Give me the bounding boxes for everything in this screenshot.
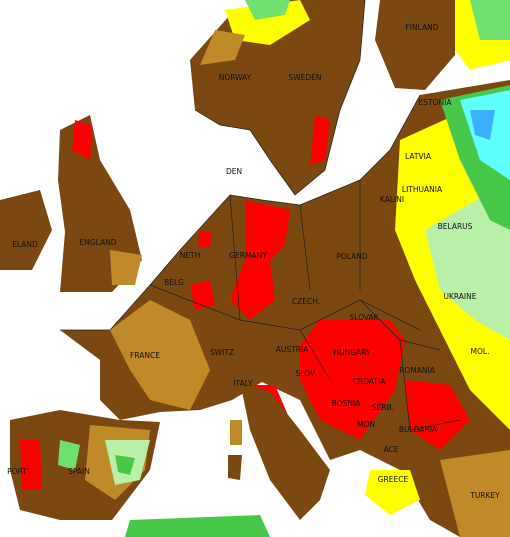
- country-label: ELAND: [12, 240, 38, 249]
- country-label: NETH: [180, 251, 201, 260]
- country-label: BELARUS: [438, 222, 473, 231]
- country-label: LATVIA: [405, 152, 432, 161]
- country-label: SPAIN: [68, 467, 90, 476]
- country-label: POLAND: [336, 252, 368, 261]
- country-label: MON: [357, 420, 375, 429]
- country-label: ITALY: [233, 379, 253, 388]
- country-label: TURKEY: [469, 491, 500, 500]
- country-label: SWITZ: [210, 348, 234, 357]
- country-label: ENGLAND: [79, 238, 116, 247]
- country-label: BULGARIA: [399, 425, 438, 434]
- country-label: HUNGARY: [334, 348, 371, 357]
- country-label: SERB.: [372, 403, 394, 412]
- country-label: GREECE: [378, 475, 409, 484]
- country-label: BELG: [164, 278, 184, 287]
- country-label: SWEDEN: [288, 73, 321, 82]
- country-label: CROATIA: [353, 377, 387, 386]
- country-label: SLOV.: [296, 369, 317, 378]
- country-label: DEN: [226, 167, 242, 176]
- labels: FINLAND NORWAY SWEDEN ESTONIA LATVIA LITHUANI…: [7, 23, 500, 500]
- country-label: FINLAND: [405, 23, 438, 32]
- country-label: KALINI: [380, 195, 404, 204]
- country-label: PORT: [7, 467, 27, 476]
- country-label: AUSTRIA: [276, 345, 309, 354]
- borders: [60, 0, 461, 431]
- country-label: FRANCE: [130, 351, 160, 360]
- country-label: NORWAY: [219, 73, 252, 82]
- country-label: SLOVAK: [349, 313, 379, 322]
- country-label: UKRAINE: [443, 292, 476, 301]
- country-label: MOL.: [471, 347, 490, 356]
- country-label: ACE: [384, 445, 399, 454]
- country-label: GERMANY: [229, 251, 267, 260]
- country-label: ESTONIA: [419, 98, 453, 107]
- country-label: ROMANIA: [399, 366, 436, 375]
- country-label: LITHUANIA: [402, 185, 443, 194]
- country-label: BOSNIA: [332, 399, 361, 408]
- country-label: CZECH.: [292, 297, 320, 306]
